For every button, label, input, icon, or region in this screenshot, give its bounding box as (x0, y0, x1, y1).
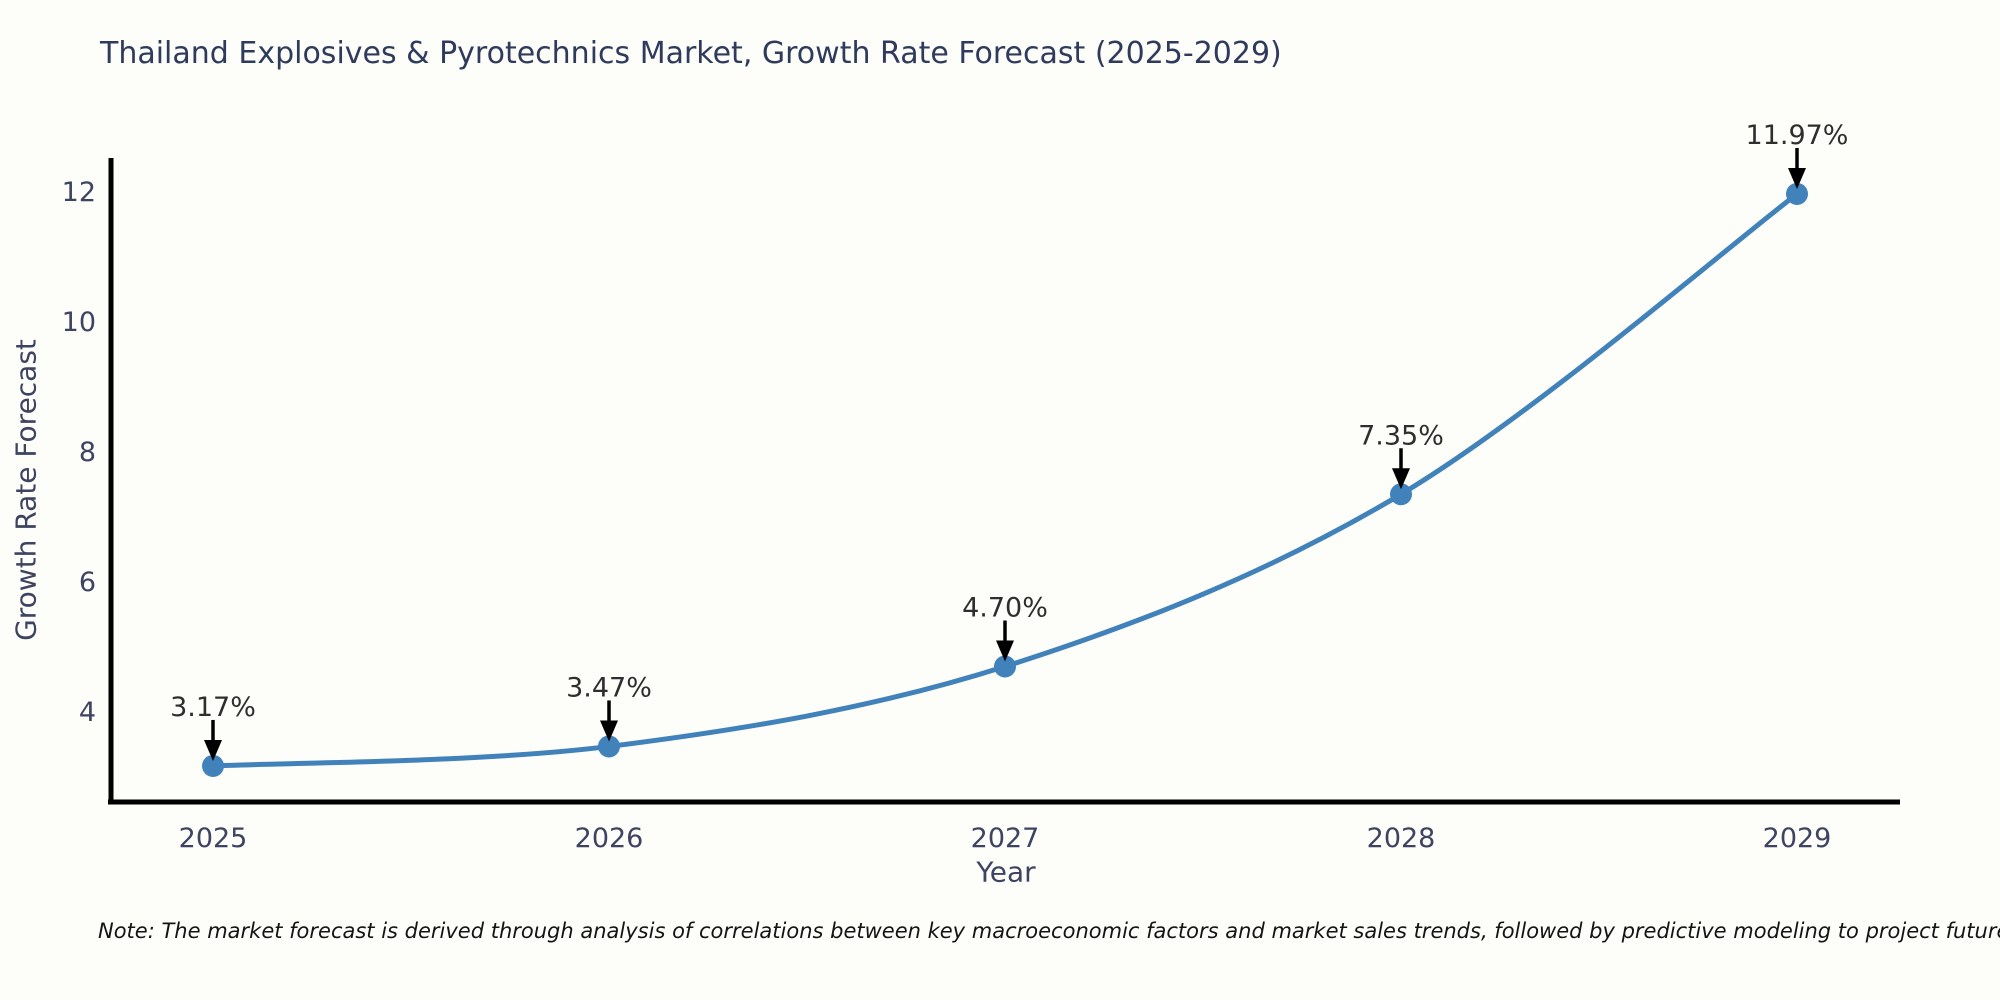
annotation-arrowhead (204, 739, 222, 761)
x-tick-label: 2029 (1763, 823, 1832, 854)
chart-title: Thailand Explosives & Pyrotechnics Marke… (100, 36, 1282, 71)
x-tick-label: 2025 (179, 823, 248, 854)
data-point-marker (598, 735, 620, 758)
annotation-label: 11.97% (1746, 120, 1849, 151)
data-point-marker (1786, 182, 1808, 205)
y-tick-label: 8 (79, 437, 96, 468)
y-tick-label: 4 (79, 697, 96, 728)
annotation-arrowhead (1788, 167, 1806, 189)
y-tick-label: 6 (79, 567, 96, 598)
x-tick-label: 2028 (1367, 823, 1436, 854)
annotation-arrowhead (600, 720, 618, 742)
y-tick-label: 12 (62, 177, 96, 208)
x-axis-label: Year (976, 855, 1036, 889)
x-tick-label: 2027 (971, 823, 1040, 854)
annotation-label: 7.35% (1358, 420, 1444, 451)
x-tick-label: 2026 (575, 823, 644, 854)
annotation-label: 3.47% (566, 672, 652, 703)
annotation-arrowhead (996, 640, 1014, 662)
annotation-label: 4.70% (962, 593, 1048, 624)
trend-line (210, 191, 1800, 769)
footnote: Note: The market forecast is derived thr… (98, 919, 2000, 943)
annotation-arrowhead (1392, 468, 1410, 490)
annotation-label: 3.17% (170, 692, 256, 723)
data-point-marker (1390, 483, 1412, 506)
data-point-marker (994, 655, 1016, 678)
data-point-marker (202, 754, 224, 777)
y-tick-label: 10 (62, 307, 96, 338)
